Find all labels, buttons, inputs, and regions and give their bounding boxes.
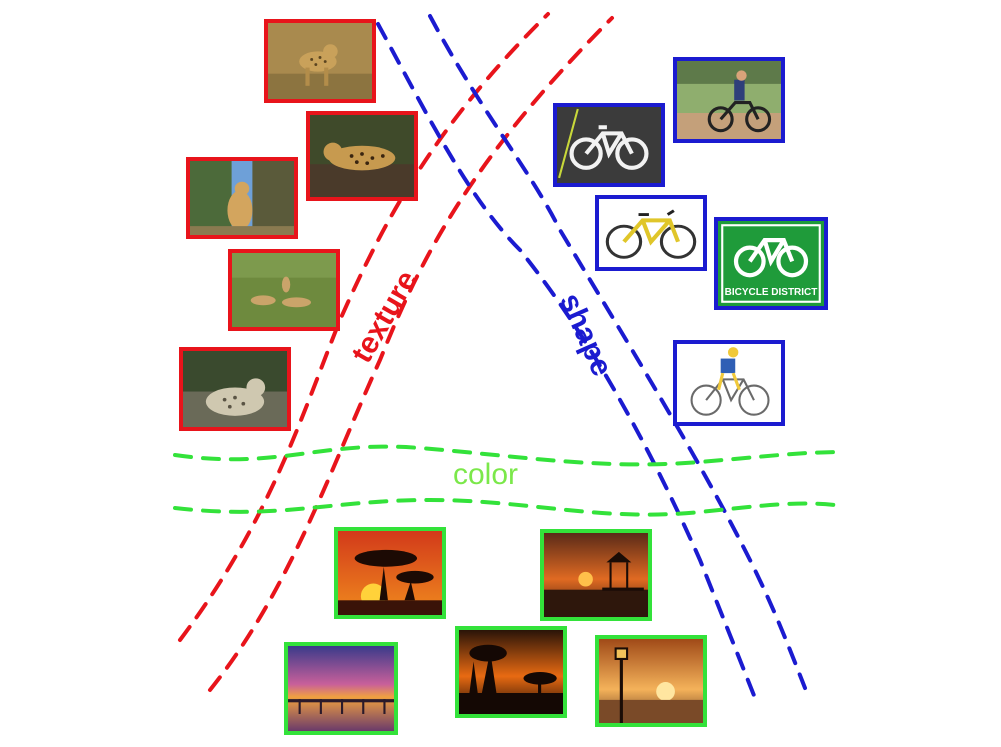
color-boundary-curve-bottom [173, 497, 845, 517]
cyclist-riding-image [673, 57, 785, 143]
pier-sunset-image [284, 642, 398, 735]
color-label: color [453, 458, 519, 491]
shape-boundary-curve-left [376, 22, 757, 700]
acacia-sunset-image [334, 527, 446, 619]
snow-leopard-image [179, 347, 291, 431]
lamp-post-sunset-image [595, 635, 707, 727]
cheetah-standing-image [264, 19, 376, 103]
texture-boundary-curve-left [178, 12, 550, 642]
cyclist-illustration-image [673, 340, 785, 426]
gazebo-sunset-image [540, 529, 652, 621]
bicycle-sign-icon-image [553, 103, 665, 187]
bicycle-district-sign-text: BICYCLE DISTRICT [724, 287, 818, 298]
leopard-on-rock-image [306, 111, 418, 201]
color-boundary-curve-top [173, 444, 845, 467]
yellow-bicycle-image [595, 195, 707, 271]
bicycle-district-sign-image: BICYCLE DISTRICT [714, 217, 828, 310]
cheetah-sitting-image [186, 157, 298, 239]
shape-boundary-curve-right [428, 14, 807, 690]
tree-silhouette-sunset-image [455, 626, 567, 718]
cheetahs-in-grass-image [228, 249, 340, 331]
